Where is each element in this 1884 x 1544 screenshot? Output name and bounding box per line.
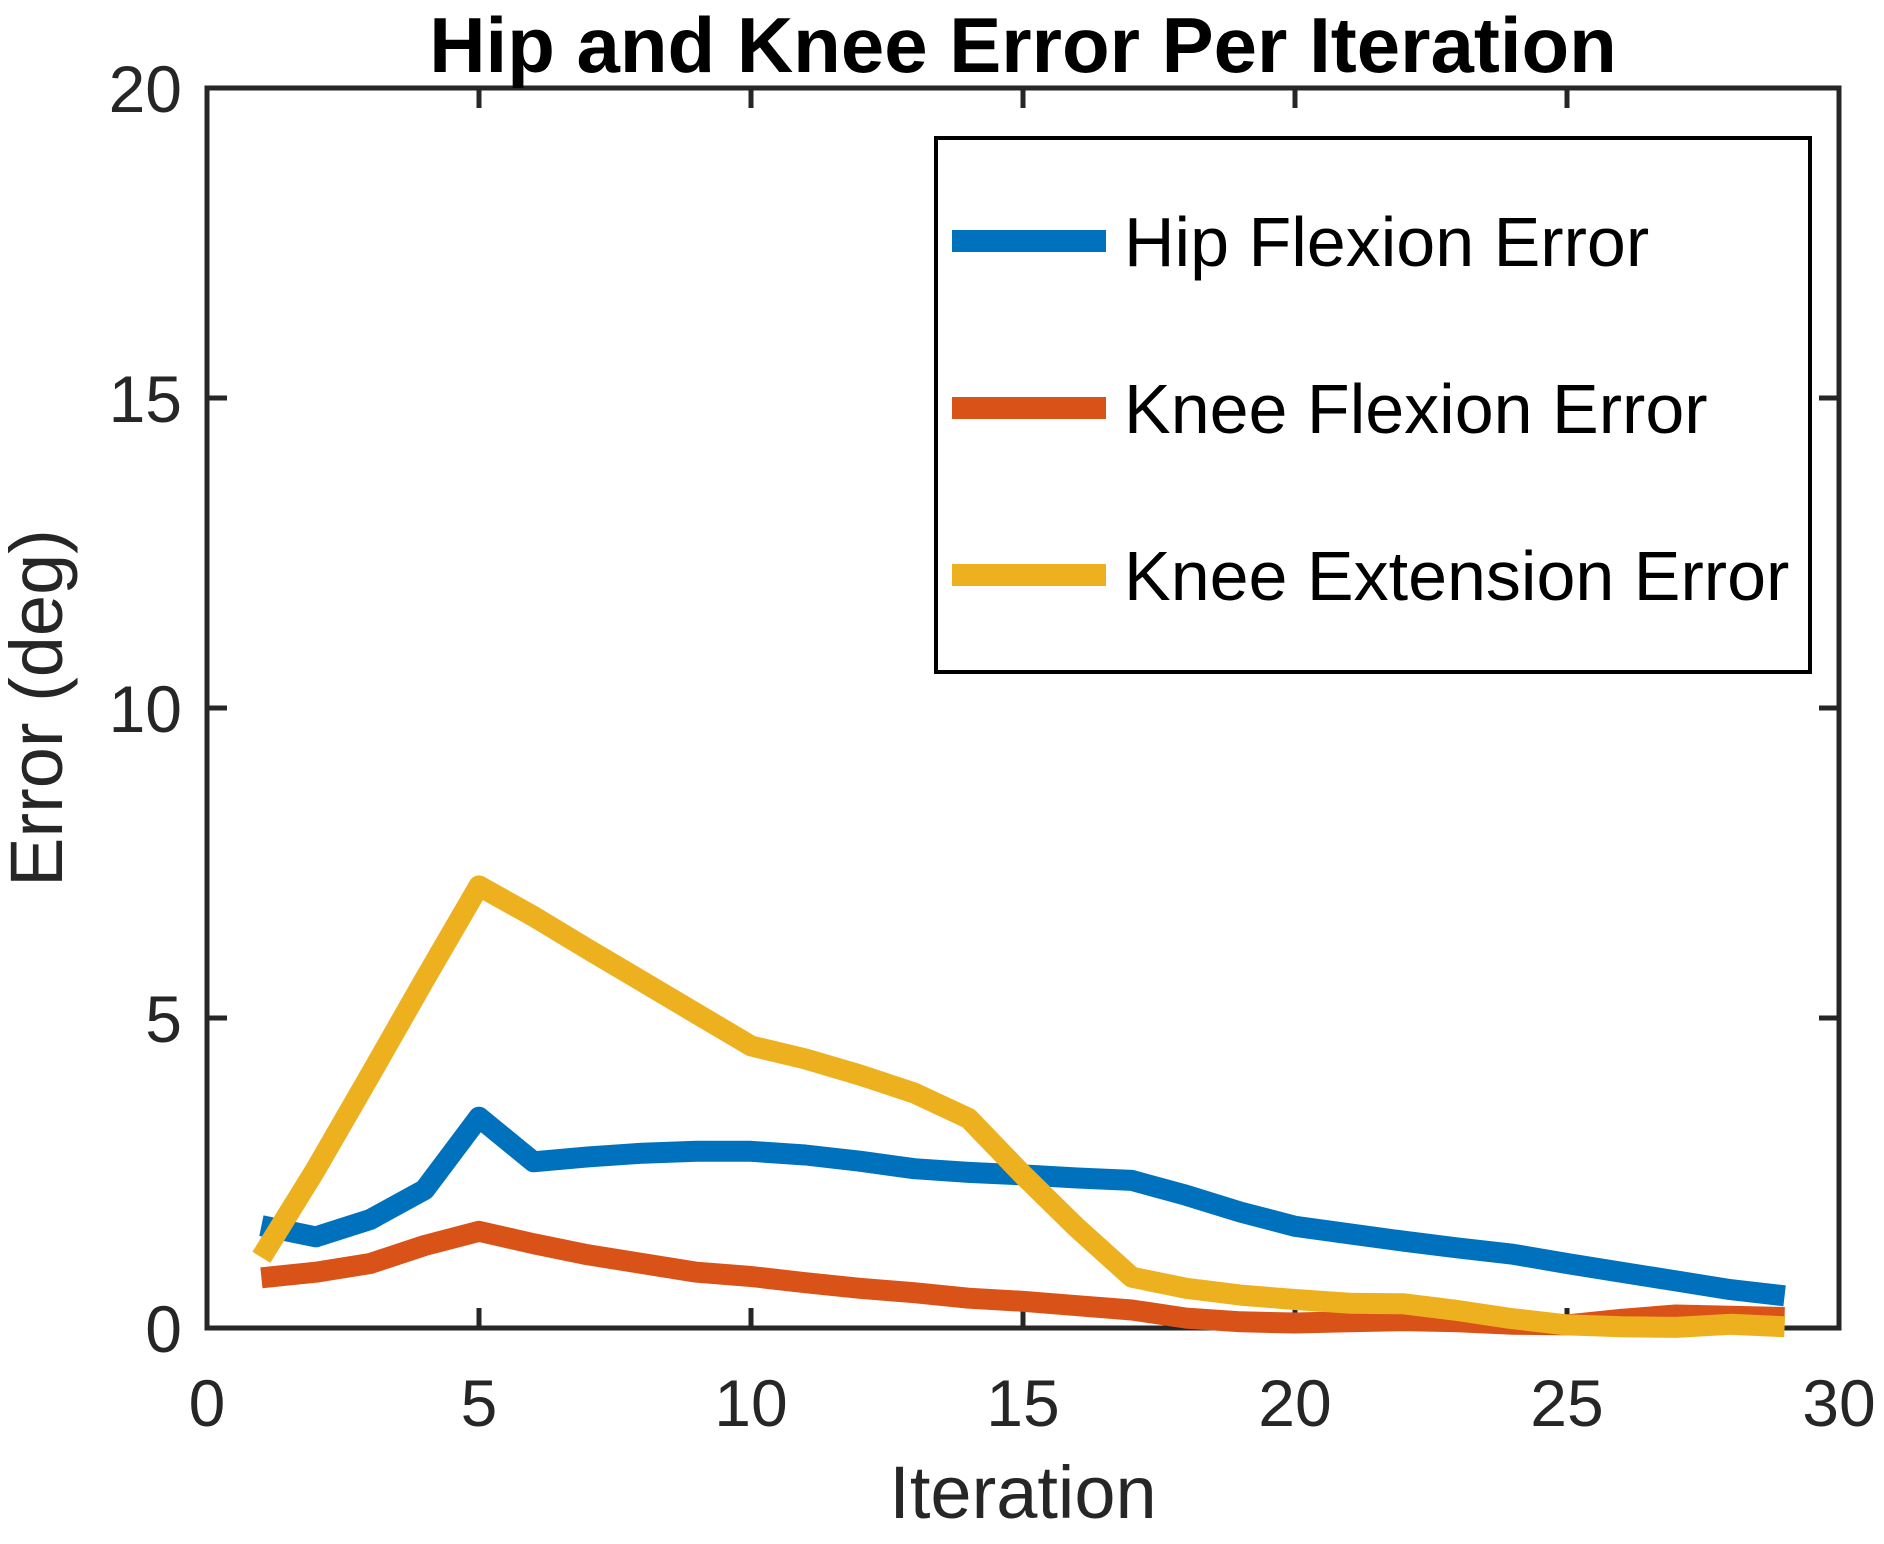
- y-axis-label: Error (deg): [0, 529, 78, 887]
- x-tick-label: 25: [1530, 1366, 1603, 1440]
- x-tick-label: 10: [714, 1366, 787, 1440]
- chart-title: Hip and Knee Error Per Iteration: [429, 1, 1617, 89]
- x-tick-label: 15: [986, 1366, 1059, 1440]
- y-tick-label: 5: [145, 982, 182, 1056]
- x-tick-label: 30: [1802, 1366, 1875, 1440]
- y-tick-label: 20: [109, 52, 182, 126]
- x-tick-label: 5: [461, 1366, 498, 1440]
- series-lines: [252, 875, 1786, 1338]
- x-tick-label: 0: [189, 1366, 226, 1440]
- y-tick-label: 10: [109, 672, 182, 746]
- legend-items: Hip Flexion Error Knee Flexion Error Knee …: [952, 203, 1789, 615]
- legend-label-3: Knee Extension Error: [1124, 537, 1789, 615]
- y-axis-tick-labels: 0 5 10 15 20: [109, 52, 182, 1366]
- x-axis-tick-labels: 0 5 10 15 20 25 30: [189, 1366, 1876, 1440]
- y-tick-label: 15: [109, 362, 182, 436]
- legend-label-2: Knee Flexion Error: [1124, 370, 1708, 448]
- x-tick-label: 20: [1258, 1366, 1331, 1440]
- y-tick-label: 0: [145, 1292, 182, 1366]
- x-axis-label: Iteration: [889, 1451, 1156, 1534]
- legend: Hip Flexion Error Knee Flexion Error Knee …: [934, 136, 1812, 674]
- legend-label-1: Hip Flexion Error: [1124, 203, 1649, 281]
- series-line-3: [252, 875, 1786, 1338]
